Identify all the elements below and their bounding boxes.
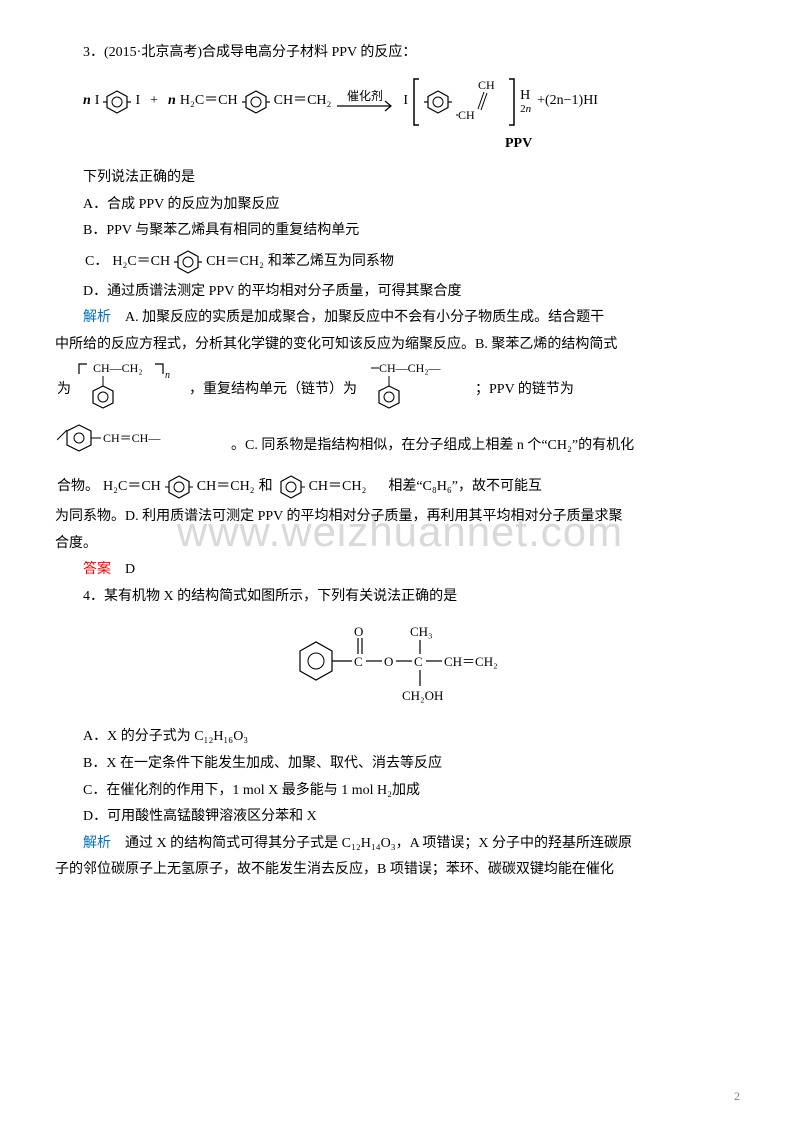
- svg-text:O: O: [384, 654, 393, 669]
- ch-ch-stack: CH CH: [456, 77, 504, 127]
- svg-text:C: C: [414, 654, 423, 669]
- product-H: H: [520, 88, 530, 103]
- homolog-right: CH＝CH₂: [197, 470, 255, 504]
- iodine-left: I: [95, 88, 100, 115]
- benzene-icon: [242, 88, 270, 116]
- repeat-unit-struct: CH—CH₂—: [361, 358, 471, 420]
- svg-text:CH＝CH₂: CH＝CH₂: [444, 654, 498, 669]
- monomer2-right: CH＝CH₂: [274, 88, 332, 115]
- page-number: 2: [734, 1085, 740, 1108]
- monomer2-left: H₂C＝CH: [180, 88, 238, 115]
- styrene-frag: CH＝CH₂: [309, 470, 367, 504]
- coef-n2: n: [168, 88, 176, 115]
- svg-text:n: n: [165, 370, 170, 381]
- ppv-link-struct: CH＝CH—: [57, 420, 227, 470]
- q3-analysis-tail3: 合度。: [55, 531, 745, 558]
- q3-stem: 下列说法正确的是: [55, 165, 745, 192]
- q4-analysis: 解析 通过 X 的结构简式可得其分子式是 C₁₂H₁₄O₃，A 项错误；X 分子…: [55, 831, 745, 858]
- q3-structures-row2: CH＝CH— 。C. 同系物是指结构相似，在分子组成上相差 n 个“CH₂”的有…: [55, 420, 745, 470]
- svg-text:CH: CH: [478, 78, 495, 92]
- homolog-and: 和: [259, 470, 273, 504]
- svg-text:O: O: [354, 624, 363, 639]
- opt-c-right: CH＝CH₂: [206, 245, 264, 279]
- byproduct: +(2n−1)HI: [537, 88, 598, 115]
- q3-analysis-2: 中所给的反应方程式，分析其化学键的变化可知该反应为缩聚反应。B. 聚苯乙烯的结构…: [55, 332, 745, 359]
- q4-head: 4．某有机物 X 的结构简式如图所示，下列有关说法正确的是: [55, 584, 745, 611]
- svg-text:催化剂: 催化剂: [347, 88, 383, 103]
- q3-homolog-row: 合物。 H₂C＝CH CH＝CH₂ 和 CH＝CH₂ 相差“C₈H₆”，故不可能…: [55, 470, 745, 504]
- q3-equation: n I I + n H₂C＝CH CH＝CH₂ 催化剂 I: [83, 77, 745, 127]
- q3-answer: 答案 D: [55, 557, 745, 584]
- analysis-label: 解析: [83, 310, 111, 325]
- polystyrene-struct: CH—CH₂ n: [75, 358, 185, 420]
- lbl-wei: 为: [57, 373, 71, 407]
- bracket-left-icon: [412, 77, 420, 127]
- benzene-icon: [165, 473, 193, 501]
- benzene-icon: [424, 88, 452, 116]
- svg-text:CH—CH₂: CH—CH₂: [93, 361, 143, 375]
- svg-text:CH—CH₂—: CH—CH₂—: [379, 361, 442, 375]
- q4-opt-b: B．X 在一定条件下能发生加成、加聚、取代、消去等反应: [83, 751, 745, 778]
- homolog-tail: 相差“C₈H₆”，故不可能互: [388, 470, 542, 504]
- q4-opt-c: C．在催化剂的作用下，1 mol X 最多能与 1 mol H₂加成: [83, 778, 745, 805]
- homolog-pre: 合物。: [57, 470, 99, 504]
- svg-text:CH: CH: [458, 108, 475, 122]
- svg-text:C: C: [354, 654, 363, 669]
- product-2n: 2n: [520, 103, 531, 115]
- product-I: I: [403, 88, 408, 115]
- coef-n1: n: [83, 88, 91, 115]
- analysis3-post: 。C. 同系物是指结构相似，在分子组成上相差 n 个“CH₂”的有机化: [231, 429, 634, 463]
- benzene-icon: [103, 88, 131, 116]
- q4-structure: C O O C CH₃ CH＝CH₂ CH₂OH: [55, 616, 745, 716]
- q4-analysis-2: 子的邻位碳原子上无氢原子，故不能发生消去反应，B 项错误；苯环、碳碳双键均能在催…: [55, 857, 745, 884]
- q3-opt-a: A．合成 PPV 的反应为加聚反应: [83, 192, 745, 219]
- arrow-icon: 催化剂: [335, 88, 399, 116]
- opt-c-pre: C．: [85, 245, 108, 279]
- analysis-label: 解析: [83, 836, 111, 851]
- homolog-left: H₂C＝CH: [103, 470, 161, 504]
- opt-c-post: 和苯乙烯互为同系物: [268, 245, 394, 279]
- q3-analysis-1: 解析 A. 加聚反应的实质是加成聚合，加聚反应中不会有小分子物质生成。结合题干: [55, 305, 745, 332]
- q3-opt-b: B．PPV 与聚苯乙烯具有相同的重复结构单元: [83, 218, 745, 245]
- ppv-label: PPV: [505, 131, 745, 158]
- repeat-label: ，重复结构单元（链节）为: [189, 373, 357, 407]
- benzene-icon: [174, 248, 202, 276]
- q3-head: 3．(2015·北京高考)合成导电高分子材料 PPV 的反应：: [55, 40, 745, 67]
- opt-c-left: H₂C＝CH: [112, 245, 170, 279]
- bracket-right-icon: [508, 77, 516, 127]
- ppv-link-label: ；PPV 的链节为: [475, 373, 574, 407]
- q3-structures-row1: 为 CH—CH₂ n ，重复结构单元（链节）为 CH—CH₂— ；PPV 的链节…: [55, 358, 745, 420]
- answer-label: 答案: [83, 562, 111, 577]
- q3-analysis-tail2: 为同系物。D. 利用质谱法可测定 PPV 的平均相对分子质量，再利用其平均相对分…: [55, 504, 745, 531]
- plus-1: +: [150, 88, 158, 115]
- q4-opt-d: D．可用酸性高锰酸钾溶液区分苯和 X: [83, 804, 745, 831]
- q3-opt-c: C． H₂C＝CH CH＝CH₂ 和苯乙烯互为同系物: [83, 245, 745, 279]
- svg-text:CH＝CH—: CH＝CH—: [103, 431, 161, 445]
- benzene-mono-icon: [277, 473, 305, 501]
- svg-text:CH₂OH: CH₂OH: [402, 688, 443, 703]
- svg-text:CH₃: CH₃: [410, 624, 433, 639]
- q4-opt-a: A．X 的分子式为 C₁₂H₁₆O₃: [83, 724, 745, 751]
- q3-opt-d: D．通过质谱法测定 PPV 的平均相对分子质量，可得其聚合度: [83, 279, 745, 306]
- iodine-right: I: [135, 88, 140, 115]
